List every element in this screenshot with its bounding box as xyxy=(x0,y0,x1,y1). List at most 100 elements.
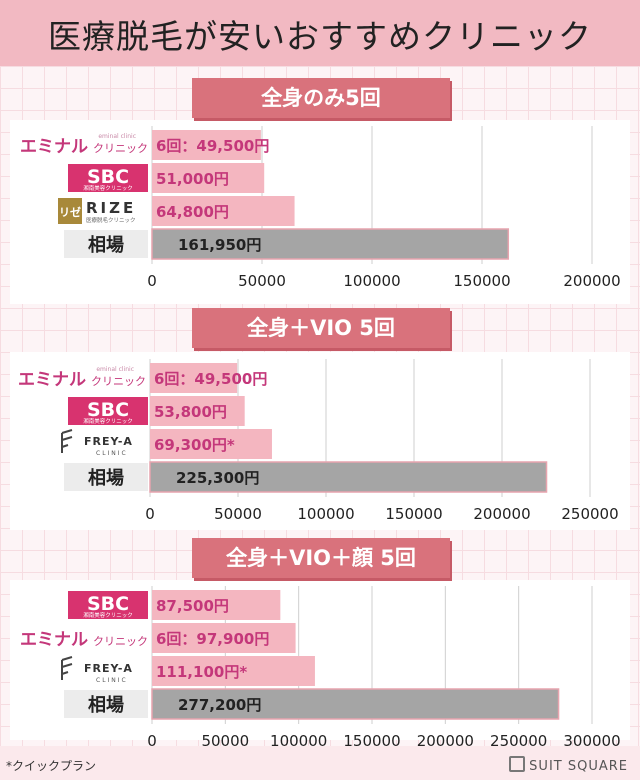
bar xyxy=(150,363,238,393)
clinic-logo-freya: FREY-A CLINIC xyxy=(61,656,133,684)
brand-name: SUIT SQUARE xyxy=(529,759,628,774)
clinic-sub: クリニック xyxy=(91,375,146,388)
clinic-name: FREY-A xyxy=(84,662,133,675)
clinic-logo-eminal: エミナル クリニック eminal clinic xyxy=(18,366,146,390)
tick-label: 0 xyxy=(147,732,157,750)
bar xyxy=(150,396,245,426)
section-banner-2: 全身＋VIO 5回 xyxy=(192,308,450,348)
tick-label: 200000 xyxy=(563,272,620,290)
tick-label: 150000 xyxy=(453,272,510,290)
clinic-name: エミナル xyxy=(20,137,88,157)
bar xyxy=(152,130,261,160)
tick-label: 250000 xyxy=(490,732,547,750)
clinic-logo-eminal: エミナル クリニック xyxy=(20,630,148,650)
data-label: 225,300円 xyxy=(176,469,259,487)
data-label: 161,950円 xyxy=(178,236,261,254)
clinic-name: RIZE xyxy=(86,199,136,217)
data-label: 64,800円 xyxy=(156,203,229,221)
tick-label: 300000 xyxy=(563,732,620,750)
bar xyxy=(149,461,548,493)
bar xyxy=(151,688,560,720)
clinic-sub: 湘南美容クリニック xyxy=(83,184,133,192)
clinic-sub: 湘南美容クリニック xyxy=(83,611,133,619)
bar xyxy=(152,196,295,226)
clinic-name: SBC xyxy=(87,593,129,615)
sbc-box xyxy=(68,591,148,619)
tick-label: 100000 xyxy=(297,505,354,523)
clinic-sub: クリニック xyxy=(93,142,148,155)
bar xyxy=(152,163,265,193)
clinic-tag: eminal clinic xyxy=(96,366,134,373)
chart-panel-1 xyxy=(10,120,630,304)
tick-label: 200000 xyxy=(417,732,474,750)
data-label: 87,500円 xyxy=(156,597,229,615)
tick-label: 50000 xyxy=(201,732,249,750)
tick-label: 0 xyxy=(145,505,155,523)
chart-panel-2 xyxy=(10,352,630,530)
tick-label: 200000 xyxy=(473,505,530,523)
clinic-sub: CLINIC xyxy=(96,450,128,457)
clinic-logo-freya: FREY-A CLINIC xyxy=(61,429,133,457)
section-banner-1: 全身のみ5回 xyxy=(192,78,450,118)
rize-mark xyxy=(58,198,82,224)
tick-label: 50000 xyxy=(238,272,286,290)
clinic-sub: CLINIC xyxy=(96,677,128,684)
clinic-sub: クリニック xyxy=(93,635,148,648)
tick-label: 50000 xyxy=(214,505,262,523)
brand-logo: SUIT SQUARE xyxy=(509,756,628,774)
bar xyxy=(151,228,510,260)
data-label: 111,100円* xyxy=(156,663,247,681)
avg-box xyxy=(64,690,148,718)
clinic-sub: 湘南美容クリニック xyxy=(83,417,133,425)
tick-label: 150000 xyxy=(385,505,442,523)
clinic-name: 相場 xyxy=(88,695,124,716)
data-label: 6回：49,500円 xyxy=(154,370,267,388)
section-banner-3: 全身＋VIO＋顔 5回 xyxy=(192,538,450,578)
data-label: 6回：97,900円 xyxy=(156,630,269,648)
tick-label: 150000 xyxy=(343,732,400,750)
clinic-sub: 医療脱毛クリニック xyxy=(86,216,136,224)
freya-icon xyxy=(61,429,73,453)
header-band: 医療脱毛が安いおすすめクリニック xyxy=(0,0,640,66)
clinic-logo-avg: 相場 xyxy=(64,690,148,718)
sbc-box xyxy=(68,164,148,192)
clinic-name: SBC xyxy=(87,166,129,188)
data-label: 277,200円 xyxy=(178,696,261,714)
clinic-name: FREY-A xyxy=(84,435,133,448)
tick-label: 250000 xyxy=(561,505,618,523)
tick-label: 100000 xyxy=(270,732,327,750)
data-label: 51,000円 xyxy=(156,170,229,188)
avg-box xyxy=(64,463,148,491)
data-label: 69,300円* xyxy=(154,436,235,454)
data-label: 53,800円 xyxy=(154,403,227,421)
tick-label: 0 xyxy=(147,272,157,290)
clinic-name: SBC xyxy=(87,399,129,421)
clinic-logo-avg: 相場 xyxy=(64,230,148,258)
clinic-logo-avg: 相場 xyxy=(64,463,148,491)
bar xyxy=(152,623,296,653)
clinic-name: 相場 xyxy=(88,235,124,256)
bar xyxy=(152,590,281,620)
clinic-tag: eminal clinic xyxy=(98,133,136,140)
clinic-name: エミナル xyxy=(20,630,88,650)
clinic-name: 相場 xyxy=(88,468,124,489)
rize-mark-text: リゼ xyxy=(59,205,81,219)
footnote: *クイックプラン xyxy=(6,759,97,773)
bar xyxy=(150,429,272,459)
clinic-name: エミナル xyxy=(18,370,86,390)
tick-label: 100000 xyxy=(343,272,400,290)
sbc-box xyxy=(68,397,148,425)
data-label: 6回：49,500円 xyxy=(156,137,269,155)
freya-icon xyxy=(61,656,73,680)
page-title: 医療脱毛が安いおすすめクリニック xyxy=(48,17,592,56)
bar xyxy=(152,656,315,686)
avg-box xyxy=(64,230,148,258)
brand-icon xyxy=(509,756,526,772)
